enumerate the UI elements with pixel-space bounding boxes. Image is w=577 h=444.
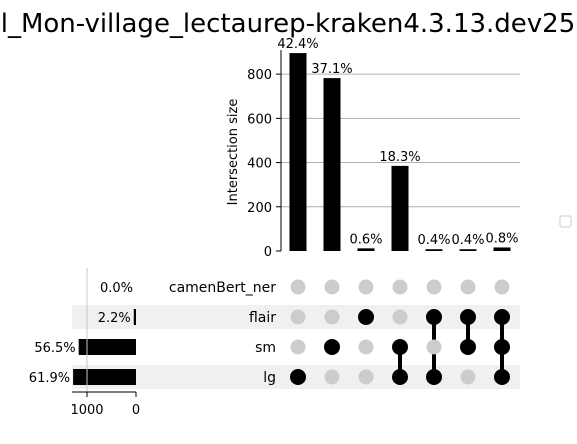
matrix-dot-inactive [460, 369, 476, 385]
set-name: flair [249, 310, 276, 326]
matrix-dot-active [392, 369, 408, 385]
intersection-bar [425, 249, 443, 251]
y-tick-label: 200 [247, 201, 272, 216]
matrix-dot-active [460, 339, 476, 355]
intersection-bar [493, 247, 511, 251]
y-tick-label: 0 [264, 245, 272, 260]
set-size-label: 61.9% [29, 371, 70, 386]
matrix-dot-active [426, 369, 442, 385]
matrix-dot-inactive [494, 279, 510, 295]
set-size-bar [78, 339, 136, 355]
matrix-dot-inactive [392, 309, 408, 325]
set-name: sm [255, 340, 276, 356]
intersection-bar [357, 248, 375, 251]
intersection-bar [459, 249, 477, 251]
matrix-dot-inactive [324, 309, 340, 325]
set-size-tick-label: 1000 [70, 403, 103, 418]
matrix-dot-active [460, 309, 476, 325]
matrix-dot-active [426, 309, 442, 325]
intersection-bar-label: 37.1% [311, 62, 352, 77]
intersection-bar [391, 165, 409, 251]
legend-box [559, 215, 572, 228]
matrix-dot-active [392, 339, 408, 355]
matrix-dot-inactive [426, 279, 442, 295]
y-tick-label: 800 [247, 68, 272, 83]
matrix-dot-inactive [290, 279, 306, 295]
matrix-dot-active [358, 309, 374, 325]
y-tick-label: 400 [247, 157, 272, 172]
intersection-bar-label: 0.4% [417, 233, 450, 248]
set-name: lg [263, 370, 276, 386]
set-size-label: 0.0% [100, 281, 133, 296]
matrix-dot-inactive [460, 279, 476, 295]
matrix-dot-inactive [358, 279, 374, 295]
intersection-bar-label: 42.4% [277, 37, 318, 52]
chart-title: l_Mon-village_lectaurep-kraken4.3.13.dev… [1, 9, 576, 39]
set-name: camenBert_ner [169, 280, 276, 296]
matrix-dot-active [494, 339, 510, 355]
intersection-bar-label: 0.6% [349, 232, 382, 247]
set-size-label: 2.2% [98, 311, 131, 326]
set-size-label: 56.5% [34, 341, 75, 356]
matrix-dot-inactive [358, 339, 374, 355]
matrix-dot-active [290, 369, 306, 385]
intersection-bar [289, 53, 307, 251]
matrix-dot-inactive [290, 339, 306, 355]
matrix-dot-active [494, 369, 510, 385]
intersection-bar-label: 0.8% [485, 231, 518, 246]
matrix-dot-inactive [392, 279, 408, 295]
matrix-dot-active [324, 339, 340, 355]
matrix-dot-inactive [324, 369, 340, 385]
y-tick-label: 600 [247, 112, 272, 127]
set-size-bar [73, 369, 136, 385]
y-axis-label: Intersection size [226, 99, 241, 206]
set-size-bar [133, 309, 136, 325]
matrix-dot-active [494, 309, 510, 325]
intersection-bar [323, 78, 341, 251]
matrix-dot-inactive [358, 369, 374, 385]
set-size-tick-label: 0 [132, 403, 140, 418]
matrix-dot-inactive [426, 339, 442, 355]
matrix-dot-inactive [324, 279, 340, 295]
intersection-bar-label: 18.3% [379, 150, 420, 165]
intersection-bar-label: 0.4% [451, 233, 484, 248]
matrix-dot-inactive [290, 309, 306, 325]
